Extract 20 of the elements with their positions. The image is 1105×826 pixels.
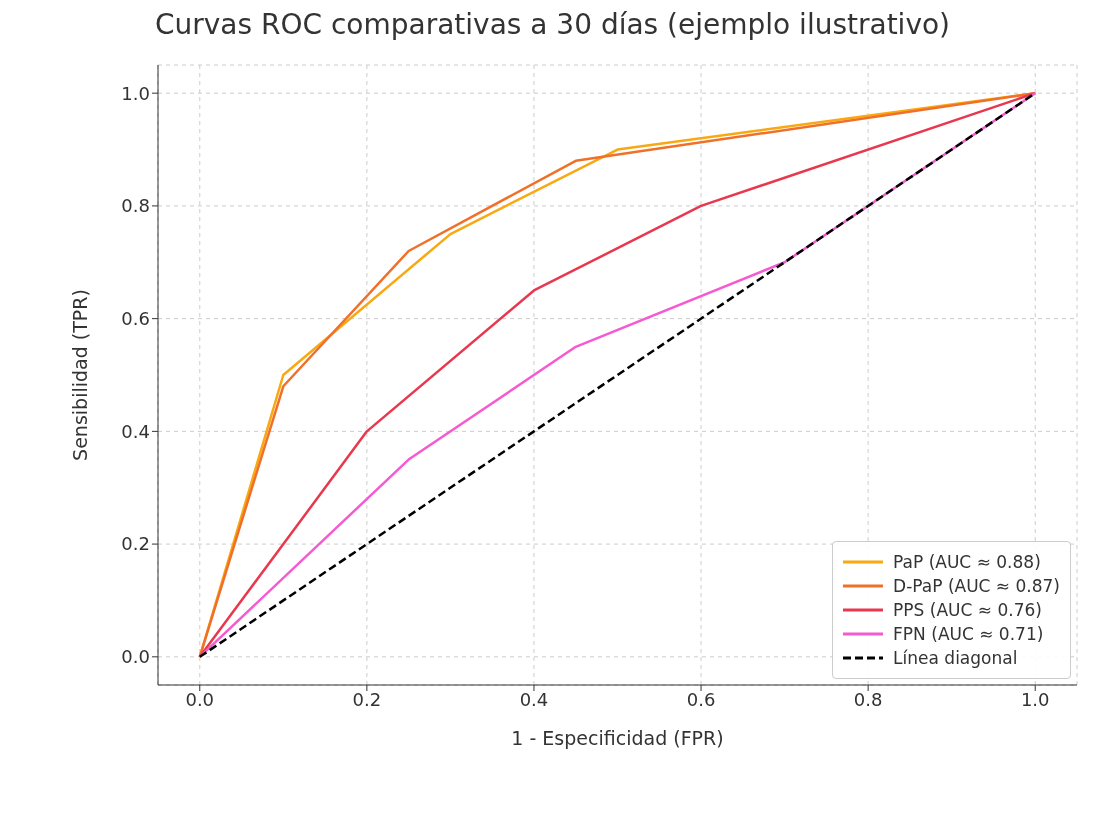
legend-label: FPN (AUC ≈ 0.71) [893,624,1044,644]
x-tick-label: 0.0 [185,688,215,710]
x-tick-label: 0.8 [853,688,883,710]
x-tick-label: 0.6 [686,688,716,710]
y-tick-label: 0.2 [121,533,150,555]
y-tick-label: 1.0 [121,82,150,104]
y-tick-label: 0.0 [121,646,150,668]
legend-label: PPS (AUC ≈ 0.76) [893,600,1042,620]
chart-title: Curvas ROC comparativas a 30 días (ejemplo ilustrativo) [153,8,952,41]
x-tick-label: 1.0 [1020,688,1050,710]
x-tick-label: 0.4 [519,688,549,710]
y-axis-title: Sensibilidad (TPR) [68,289,91,461]
legend-label: D-PaP (AUC ≈ 0.87) [893,576,1060,596]
y-tick-label: 0.4 [121,420,150,442]
x-tick-label: 0.2 [352,688,382,710]
legend-label: Línea diagonal [893,648,1018,668]
y-tick-label: 0.8 [121,195,150,217]
y-tick-label: 0.6 [121,308,150,330]
legend-label: PaP (AUC ≈ 0.88) [893,552,1041,572]
x-axis-title: 1 - Especificidad (FPR) [511,727,724,749]
